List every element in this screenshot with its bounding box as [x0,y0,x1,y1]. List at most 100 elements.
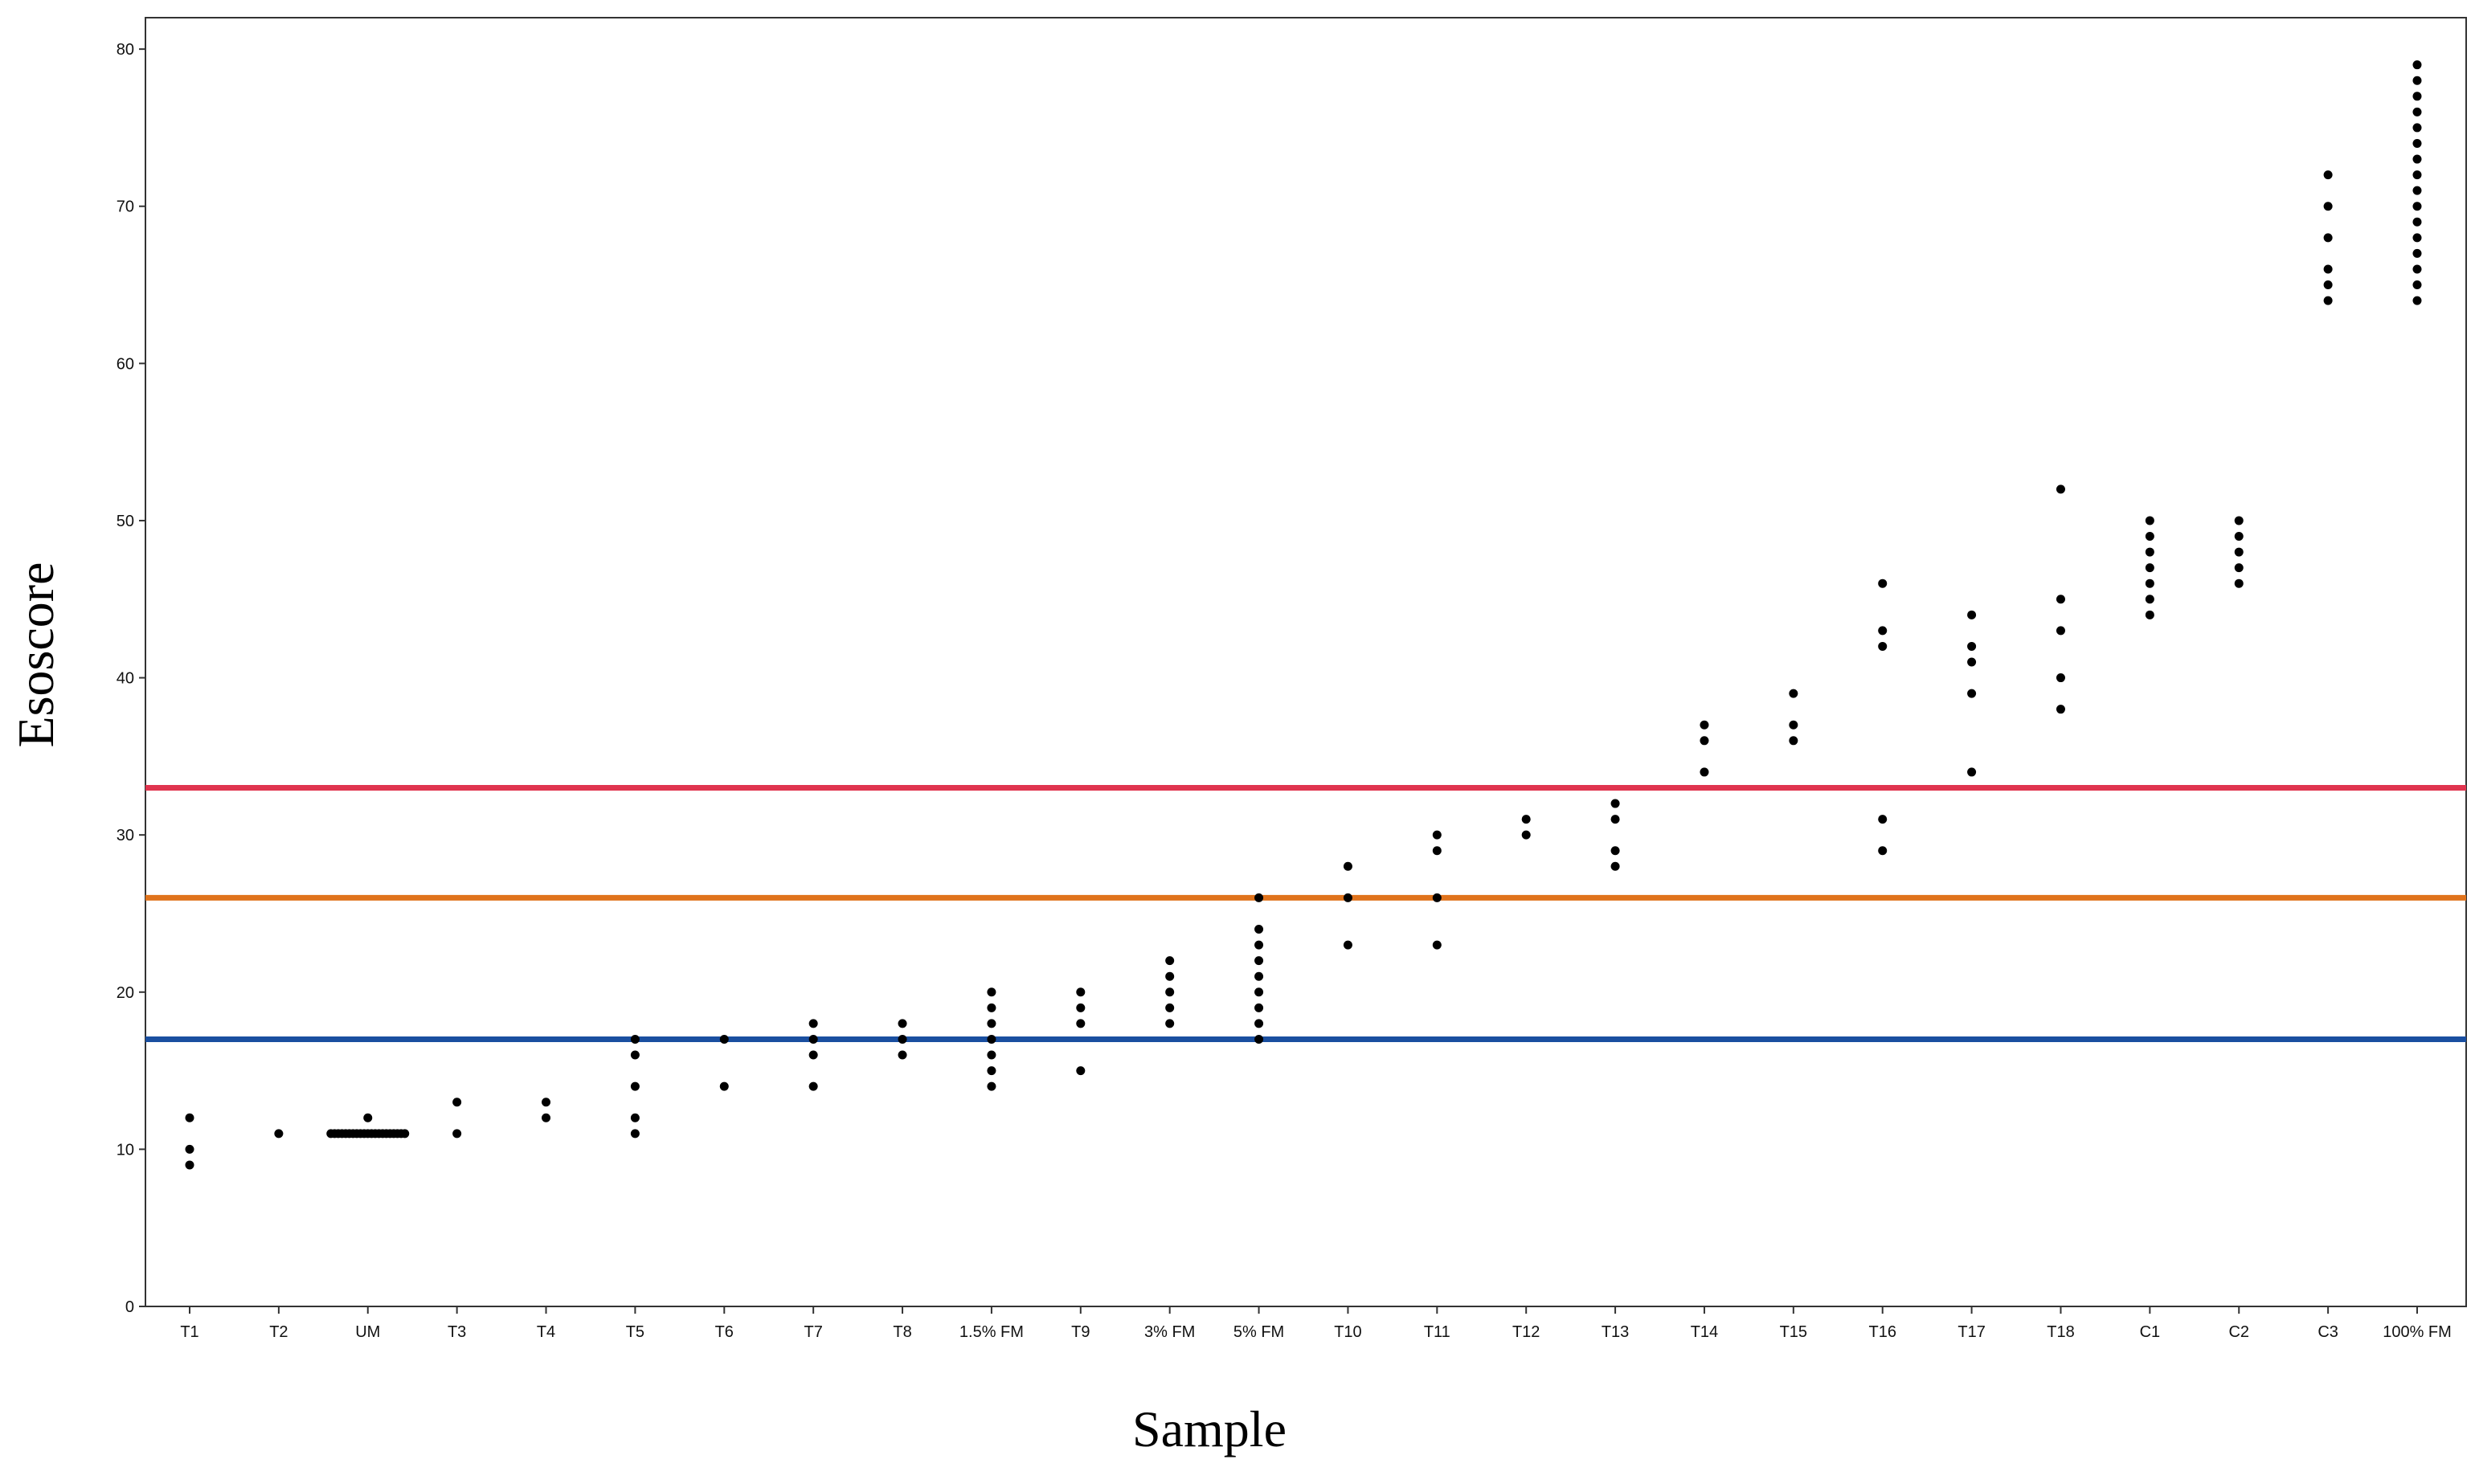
data-point [452,1098,462,1107]
data-point [2323,233,2333,243]
data-point [2234,547,2244,557]
data-point [2323,264,2333,274]
data-point [2145,595,2154,604]
data-point [2412,217,2422,227]
y-tick-label: 60 [117,355,134,373]
x-tick-label: T8 [893,1323,911,1341]
data-point [452,1129,462,1139]
x-tick-label: UM [355,1323,380,1341]
x-tick-label: T5 [626,1323,644,1341]
data-point [630,1034,640,1044]
data-point [1343,940,1352,950]
x-tick-label: C3 [2318,1323,2338,1341]
x-tick-label: T1 [180,1323,198,1341]
x-tick-label: C1 [2140,1323,2161,1341]
data-point [630,1129,640,1139]
data-point [1076,987,1086,997]
data-point [1254,956,1264,966]
data-point [1967,657,1977,667]
data-point [542,1113,551,1122]
data-point [1967,767,1977,777]
data-point [2412,296,2422,305]
data-point [2412,264,2422,274]
data-point [2323,202,2333,211]
data-point [1610,861,1620,871]
data-point [1789,720,1798,730]
x-tick-label: T7 [804,1323,822,1341]
data-point [1254,940,1264,950]
data-point [1967,610,1977,619]
data-point [1076,1003,1086,1012]
x-axis-title: Sample [1132,1400,1287,1457]
data-point [1878,578,1888,588]
x-tick-label: C2 [2228,1323,2249,1341]
data-point [2234,578,2244,588]
data-point [185,1160,194,1170]
x-tick-label: 1.5% FM [959,1323,1024,1341]
data-point [2145,578,2154,588]
y-tick-label: 40 [117,670,134,688]
data-point [1610,815,1620,824]
x-tick-label: T6 [715,1323,734,1341]
data-point [2412,138,2422,148]
y-tick-label: 70 [117,198,134,216]
data-point [630,1113,640,1122]
data-point [630,1050,640,1060]
data-point [1521,830,1531,840]
data-point [2412,60,2422,70]
data-point [1878,641,1888,651]
data-point [987,1050,996,1060]
data-point [1878,626,1888,636]
data-point [1432,893,1442,902]
data-point [2412,233,2422,243]
data-point [185,1144,194,1154]
data-point [1432,830,1442,840]
data-point [2412,202,2422,211]
plot-frame [145,17,2467,1307]
data-point [274,1129,284,1139]
data-point [2056,673,2065,683]
data-point [1789,689,1798,698]
data-point [1700,736,1709,746]
data-point [2234,516,2244,525]
data-point [898,1019,907,1028]
data-point [987,1003,996,1012]
x-tick-label: T4 [537,1323,555,1341]
data-point [2234,532,2244,542]
x-tick-label: T2 [269,1323,288,1341]
x-tick-label: 5% FM [1233,1323,1284,1341]
x-tick-label: T13 [1602,1323,1629,1341]
x-tick-label: T10 [1334,1323,1361,1341]
y-tick-label: 50 [117,513,134,530]
data-point [2056,626,2065,636]
data-point [1610,846,1620,856]
data-point [1254,893,1264,902]
y-tick-label: 0 [125,1298,134,1316]
data-point [1165,971,1175,981]
data-point [987,987,996,997]
data-point [1967,689,1977,698]
data-point [1254,1003,1264,1012]
data-point [1165,1003,1175,1012]
data-point [1165,987,1175,997]
y-tick-label: 10 [117,1141,134,1159]
data-point [2323,296,2333,305]
y-tick-label: 20 [117,984,134,1002]
data-point [2412,280,2422,290]
data-point [2412,92,2422,101]
data-point [808,1081,818,1091]
data-point [1700,767,1709,777]
data-point [2145,516,2154,525]
data-point [719,1081,729,1091]
data-point [2056,484,2065,494]
x-tick-label: T18 [2047,1323,2074,1341]
data-point [2323,170,2333,180]
data-point [363,1113,373,1122]
data-point [2056,595,2065,604]
data-point [1878,815,1888,824]
x-tick-label: T11 [1424,1323,1450,1341]
x-tick-label: 100% FM [2383,1323,2452,1341]
data-point [2412,154,2422,164]
y-axis: 0 10 20 30 40 50 60 70 80 [117,41,145,1316]
x-axis: T1 T2 UM T3 T4 T5 T6 T7 T8 1.5% FM T9 3% FM 5% FM T10… [180,1306,2452,1341]
